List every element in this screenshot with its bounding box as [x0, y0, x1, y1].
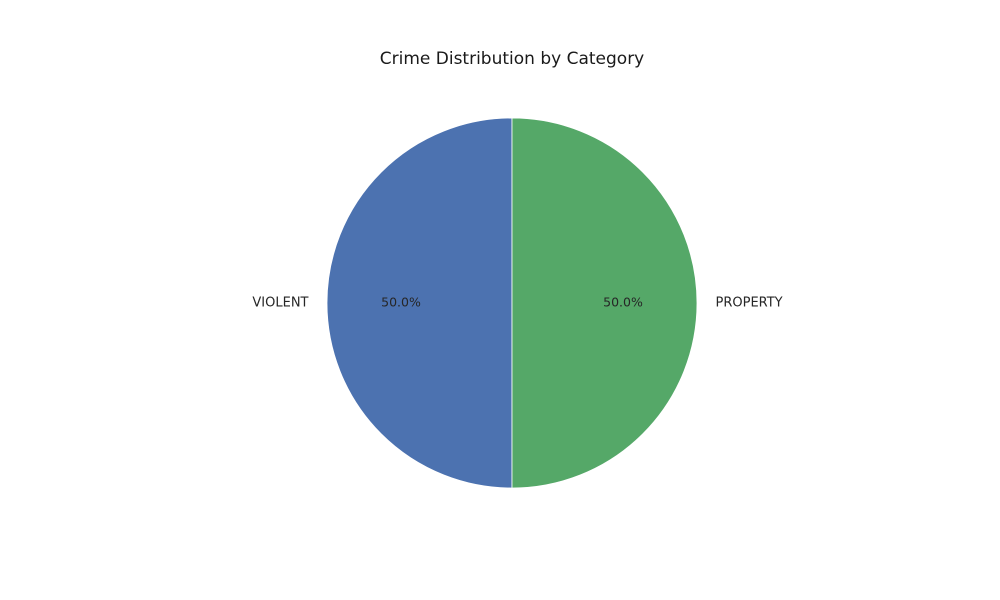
slice-percent-label-violent: 50.0%: [381, 295, 421, 310]
slice-percent-label-property: 50.0%: [603, 295, 643, 310]
pie-slice-violent: [326, 117, 513, 489]
pie-slices: [326, 117, 698, 489]
chart-title: Crime Distribution by Category: [380, 49, 645, 69]
pie-labels: VIOLENT 50.0% PROPERTY 50.0%: [252, 295, 782, 311]
slice-label-property: PROPERTY: [716, 296, 783, 311]
pie-slice-property: [511, 117, 698, 489]
slice-label-violent: VIOLENT: [252, 296, 308, 311]
